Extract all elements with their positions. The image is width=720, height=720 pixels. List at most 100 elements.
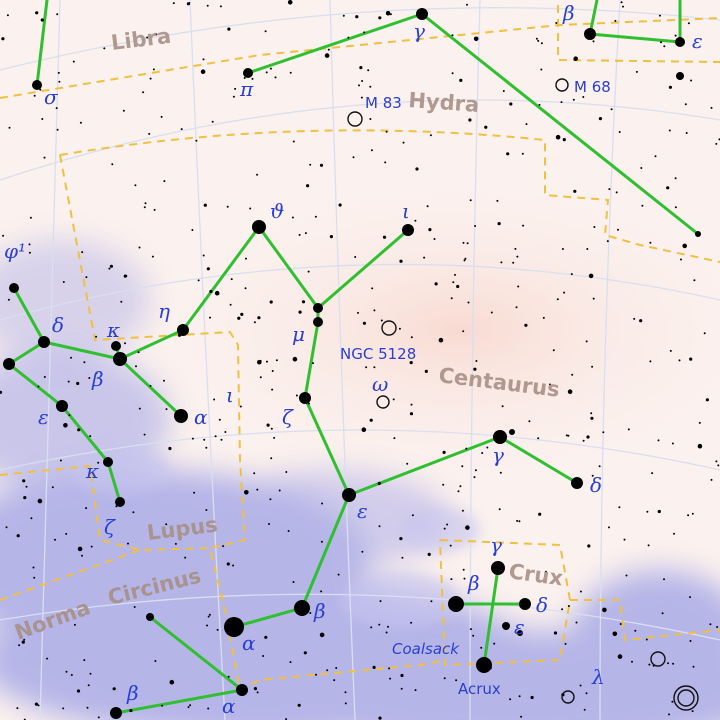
field-star bbox=[344, 702, 347, 705]
field-star bbox=[270, 457, 273, 460]
ngc5128-marker[interactable] bbox=[381, 320, 397, 336]
field-star bbox=[338, 203, 342, 207]
constellation-boundaries bbox=[0, 5, 720, 692]
field-star bbox=[544, 570, 547, 573]
field-star bbox=[76, 381, 80, 386]
field-star bbox=[443, 527, 446, 530]
field-star bbox=[292, 140, 295, 143]
field-star bbox=[83, 361, 86, 364]
field-star bbox=[556, 298, 559, 301]
field-star bbox=[172, 2, 175, 5]
omega-cen-marker[interactable] bbox=[376, 395, 390, 409]
field-star bbox=[410, 336, 413, 339]
field-star bbox=[206, 624, 208, 627]
field-star bbox=[292, 581, 295, 583]
field-star bbox=[333, 679, 336, 682]
field-star bbox=[634, 629, 637, 632]
field-star bbox=[211, 120, 214, 123]
field-star bbox=[308, 402, 310, 405]
field-star bbox=[206, 4, 209, 7]
field-star bbox=[319, 163, 324, 167]
centaurus-line bbox=[181, 224, 410, 332]
ngc5128-label[interactable]: NGC 5128 bbox=[340, 345, 416, 363]
field-star bbox=[206, 267, 210, 271]
field-star bbox=[500, 261, 503, 264]
field-star bbox=[474, 469, 477, 472]
field-star bbox=[563, 291, 566, 294]
field-star bbox=[285, 471, 288, 473]
field-star bbox=[388, 667, 391, 670]
field-star bbox=[89, 435, 92, 438]
field-star bbox=[187, 706, 190, 709]
label-sigma-lib: σ bbox=[44, 85, 59, 109]
field-star bbox=[205, 509, 208, 511]
named-features: Coalsack Acrux bbox=[392, 640, 501, 698]
field-star bbox=[373, 366, 376, 369]
field-star bbox=[320, 590, 323, 593]
field-star bbox=[651, 472, 654, 475]
field-star bbox=[371, 287, 374, 290]
field-star bbox=[560, 101, 563, 104]
field-star bbox=[687, 514, 690, 517]
field-star bbox=[393, 437, 396, 440]
field-star bbox=[380, 319, 383, 322]
star-delta-cen bbox=[571, 477, 583, 489]
m83-marker[interactable] bbox=[347, 111, 363, 127]
field-star bbox=[369, 118, 372, 120]
field-star bbox=[716, 626, 719, 628]
field-star bbox=[484, 125, 488, 129]
field-star bbox=[516, 519, 519, 522]
star-eps-crv bbox=[675, 37, 685, 47]
field-star bbox=[555, 134, 561, 140]
m68-marker[interactable] bbox=[555, 78, 569, 92]
field-star bbox=[222, 545, 225, 548]
field-star bbox=[232, 564, 235, 567]
star-gamma-cen bbox=[493, 430, 507, 444]
field-star bbox=[481, 452, 484, 454]
field-star bbox=[37, 385, 40, 388]
constellation-hydra[interactable]: Hydra bbox=[408, 88, 480, 117]
field-star bbox=[289, 71, 292, 74]
m83-label[interactable]: M 83 bbox=[365, 94, 402, 112]
field-star bbox=[257, 316, 261, 320]
field-star bbox=[415, 167, 419, 171]
field-star bbox=[54, 538, 56, 541]
field-star bbox=[620, 1, 623, 4]
star-eps-lup bbox=[56, 400, 68, 412]
m68-label[interactable]: M 68 bbox=[574, 78, 611, 96]
field-star bbox=[490, 311, 493, 314]
field-star bbox=[56, 128, 59, 131]
field-star bbox=[2, 234, 5, 237]
field-star bbox=[697, 443, 703, 449]
field-star bbox=[452, 281, 455, 284]
field-star bbox=[553, 631, 558, 635]
field-star bbox=[83, 659, 86, 662]
field-star bbox=[123, 274, 127, 278]
dso-labels: M 83 M 68 NGC 5128 bbox=[340, 78, 611, 363]
field-star bbox=[195, 139, 198, 142]
corvus-line bbox=[588, 32, 682, 44]
field-star bbox=[25, 485, 28, 488]
field-star bbox=[23, 638, 26, 641]
field-star bbox=[590, 412, 593, 415]
field-star bbox=[295, 394, 298, 397]
field-star bbox=[264, 635, 268, 639]
acrux-label[interactable]: Acrux bbox=[458, 680, 501, 698]
field-star bbox=[466, 242, 469, 245]
field-star bbox=[189, 704, 192, 707]
field-star bbox=[705, 398, 710, 402]
label-delta-cen: δ bbox=[590, 473, 602, 497]
field-star bbox=[271, 388, 274, 391]
field-star bbox=[515, 306, 518, 309]
coalsack-label[interactable]: Coalsack bbox=[392, 640, 460, 658]
field-star bbox=[218, 418, 221, 421]
field-star bbox=[253, 687, 257, 691]
field-star bbox=[472, 634, 475, 637]
star-eps-cru bbox=[502, 622, 510, 630]
field-star bbox=[155, 33, 158, 36]
field-star bbox=[512, 261, 515, 264]
field-star bbox=[73, 623, 76, 626]
star-alpha-cen bbox=[224, 617, 244, 637]
field-star bbox=[658, 14, 661, 17]
field-star bbox=[297, 703, 301, 707]
